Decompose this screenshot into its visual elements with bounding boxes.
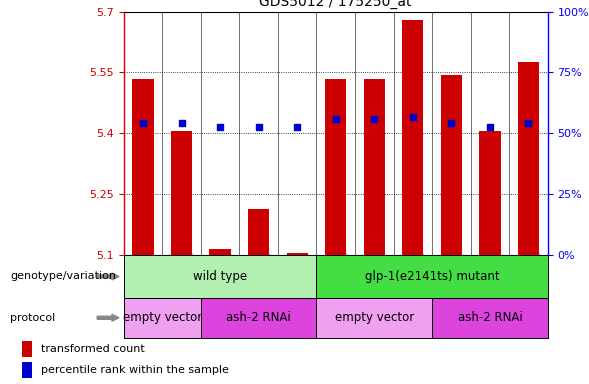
Point	[138, 120, 148, 126]
Bar	[201, 298, 316, 338]
Bar	[518, 62, 539, 255]
Bar	[171, 131, 192, 255]
Point	[254, 124, 263, 131]
Point	[216, 124, 225, 131]
Bar	[210, 249, 231, 255]
Text: genotype/variation: genotype/variation	[10, 271, 116, 281]
Text: glp-1(e2141ts) mutant: glp-1(e2141ts) mutant	[365, 270, 499, 283]
Bar	[22, 362, 32, 378]
Point	[524, 120, 533, 126]
Point	[408, 114, 418, 120]
Bar	[432, 298, 548, 338]
Bar	[133, 79, 154, 255]
Bar	[124, 298, 201, 338]
Text: wild type: wild type	[193, 270, 247, 283]
Bar	[22, 341, 32, 357]
Bar	[325, 79, 346, 255]
Bar	[124, 255, 316, 298]
Title: GDS5012 / 175250_at: GDS5012 / 175250_at	[260, 0, 412, 9]
Bar	[316, 298, 432, 338]
Text: protocol: protocol	[10, 313, 55, 323]
Text: percentile rank within the sample: percentile rank within the sample	[41, 365, 229, 375]
Text: empty vector: empty vector	[335, 311, 414, 324]
Text: empty vector: empty vector	[123, 311, 202, 324]
Bar	[402, 20, 423, 255]
Point	[446, 120, 456, 126]
Point	[369, 116, 379, 122]
Text: ash-2 RNAi: ash-2 RNAi	[458, 311, 522, 324]
Bar	[441, 74, 462, 255]
Bar	[287, 253, 308, 255]
Bar	[248, 209, 269, 255]
Point	[485, 124, 495, 131]
Point	[331, 116, 340, 122]
Text: ash-2 RNAi: ash-2 RNAi	[226, 311, 291, 324]
Point	[293, 124, 302, 131]
Bar	[316, 255, 548, 298]
Bar	[363, 79, 385, 255]
Bar	[479, 131, 501, 255]
Point	[177, 120, 186, 126]
Text: transformed count: transformed count	[41, 344, 144, 354]
